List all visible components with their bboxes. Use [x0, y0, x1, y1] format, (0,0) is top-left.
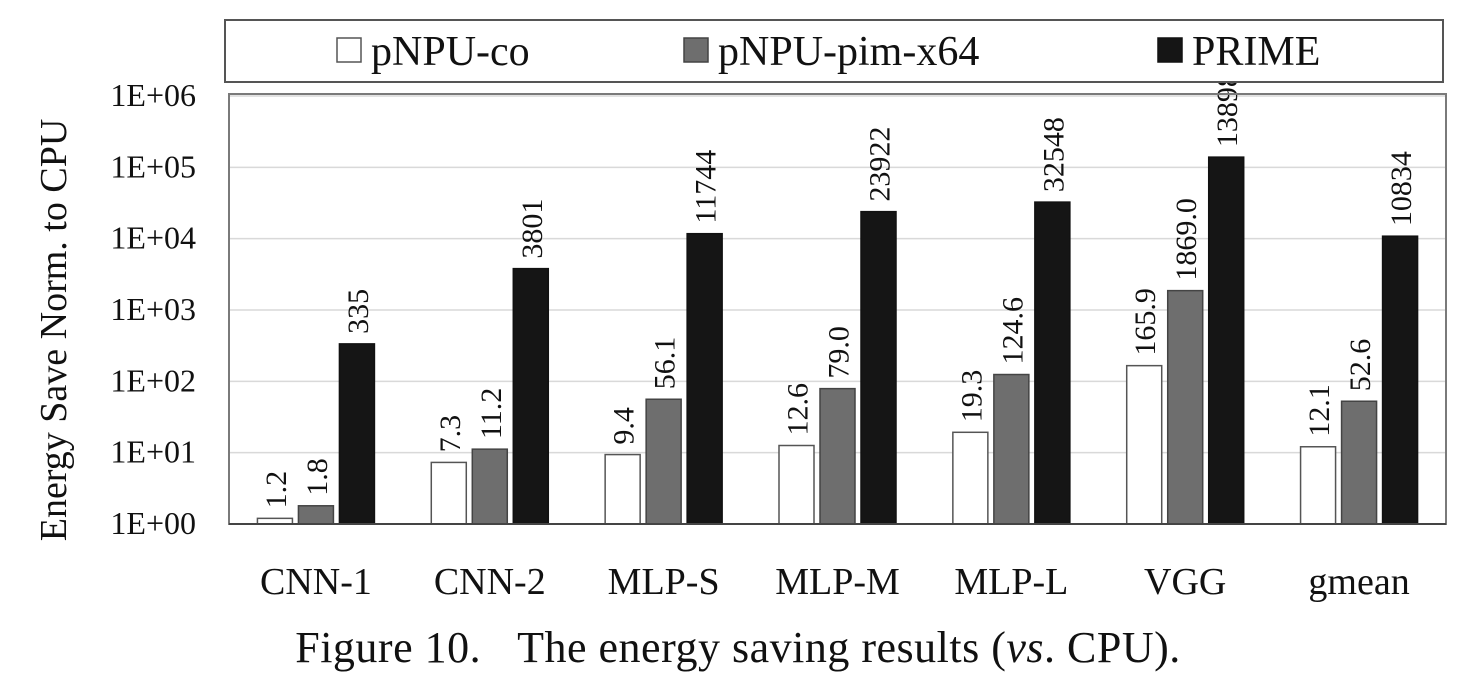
bar-pnpu-co [1299, 446, 1337, 525]
axes: 1E+00 1E+01 1E+02 1E+03 1E+04 1E+05 1E+06 Energ… [33, 77, 1447, 603]
value-label: 165.9 [1129, 288, 1162, 356]
legend-swatch-pnpu-co [336, 37, 362, 63]
x-tick-label: VGG [1144, 561, 1226, 603]
bar-prime [338, 343, 376, 525]
legend-swatch-prime [1157, 37, 1183, 63]
x-tick-label: MLP-M [775, 561, 900, 603]
legend-label: pNPU-co [371, 29, 530, 75]
x-tick-label: CNN-1 [260, 561, 372, 603]
bar-prime [1381, 235, 1419, 525]
y-tick-label: 1E+00 [110, 505, 196, 541]
caption-figure-number: Figure 10. [295, 623, 482, 672]
value-label: 124.6 [996, 297, 1029, 365]
value-label: 32548 [1037, 117, 1070, 192]
caption-italic: vs [1006, 623, 1045, 672]
y-tick-label: 1E+01 [110, 434, 196, 470]
x-tick-label: MLP-L [954, 561, 1068, 603]
value-label: 1.2 [260, 471, 293, 509]
legend-box [224, 19, 1444, 83]
value-label: 56.1 [649, 337, 682, 390]
x-tick-label: MLP-S [608, 561, 720, 603]
value-label: 10834 [1385, 151, 1418, 226]
bar-prime [686, 232, 723, 525]
x-tick-label: CNN-2 [434, 561, 546, 603]
value-label: 1869.0 [1170, 198, 1203, 281]
y-tick-label: 1E+03 [110, 291, 196, 327]
caption-text-before: The energy saving results ( [517, 623, 1007, 672]
value-label: 19.3 [955, 370, 988, 423]
y-tick-label: 1E+05 [110, 148, 196, 184]
legend-label: PRIME [1192, 29, 1320, 75]
bar-pnpu-pim-x64 [297, 505, 335, 525]
bar-pnpu-co [430, 461, 468, 525]
legend-swatch-pnpu-pim-x64 [683, 37, 709, 63]
value-label: 11.2 [475, 388, 508, 439]
bar-prime [1207, 156, 1245, 525]
bar-pnpu-co [604, 453, 641, 525]
bar-pnpu-pim-x64 [993, 373, 1030, 525]
bar-pnpu-pim-x64 [819, 387, 856, 525]
caption-text-after: . CPU). [1044, 623, 1181, 672]
bar-pnpu-pim-x64 [471, 448, 509, 525]
value-label: 12.6 [782, 383, 815, 436]
bars [256, 156, 1419, 525]
bar-pnpu-co [1125, 364, 1163, 525]
value-label: 52.6 [1344, 339, 1377, 392]
value-label: 79.0 [823, 326, 856, 379]
y-tick-label: 1E+02 [110, 362, 196, 398]
x-tick-label: gmean [1308, 561, 1409, 603]
value-label: 11744 [690, 150, 723, 224]
energy-saving-chart: 1.2 1.8 335 7.3 11.2 3801 9.456.1 11744 12.679.0… [33, 19, 1447, 603]
bar-pnpu-pim-x64 [645, 398, 682, 525]
bar-prime [1034, 201, 1071, 525]
value-label: 1.8 [301, 458, 334, 496]
bar-pnpu-pim-x64 [1340, 400, 1378, 525]
value-labels: 1.2 1.8 335 7.3 11.2 3801 9.456.1 11744 12.679.0… [260, 57, 1418, 508]
y-tick-label: 1E+04 [110, 220, 196, 256]
y-axis-label: Energy Save Norm. to CPU [33, 119, 75, 542]
value-label: 7.3 [434, 415, 467, 453]
legend-label: pNPU-pim-x64 [718, 29, 979, 75]
bar-prime [860, 210, 897, 525]
figure-caption: Figure 10. The energy saving results (vs.… [0, 622, 1476, 673]
value-label: 12.1 [1303, 384, 1336, 437]
bar-prime [512, 267, 550, 525]
bar-pnpu-pim-x64 [1166, 289, 1204, 525]
bar-pnpu-co [778, 444, 815, 525]
value-label: 335 [342, 289, 375, 334]
y-tick-label: 1E+06 [110, 77, 196, 113]
value-label: 23922 [864, 127, 897, 202]
legend: pNPU-co pNPU-pim-x64 PRIME [224, 19, 1444, 83]
value-label: 9.4 [608, 407, 641, 445]
bar-pnpu-co [952, 431, 989, 525]
value-label: 3801 [516, 199, 549, 259]
